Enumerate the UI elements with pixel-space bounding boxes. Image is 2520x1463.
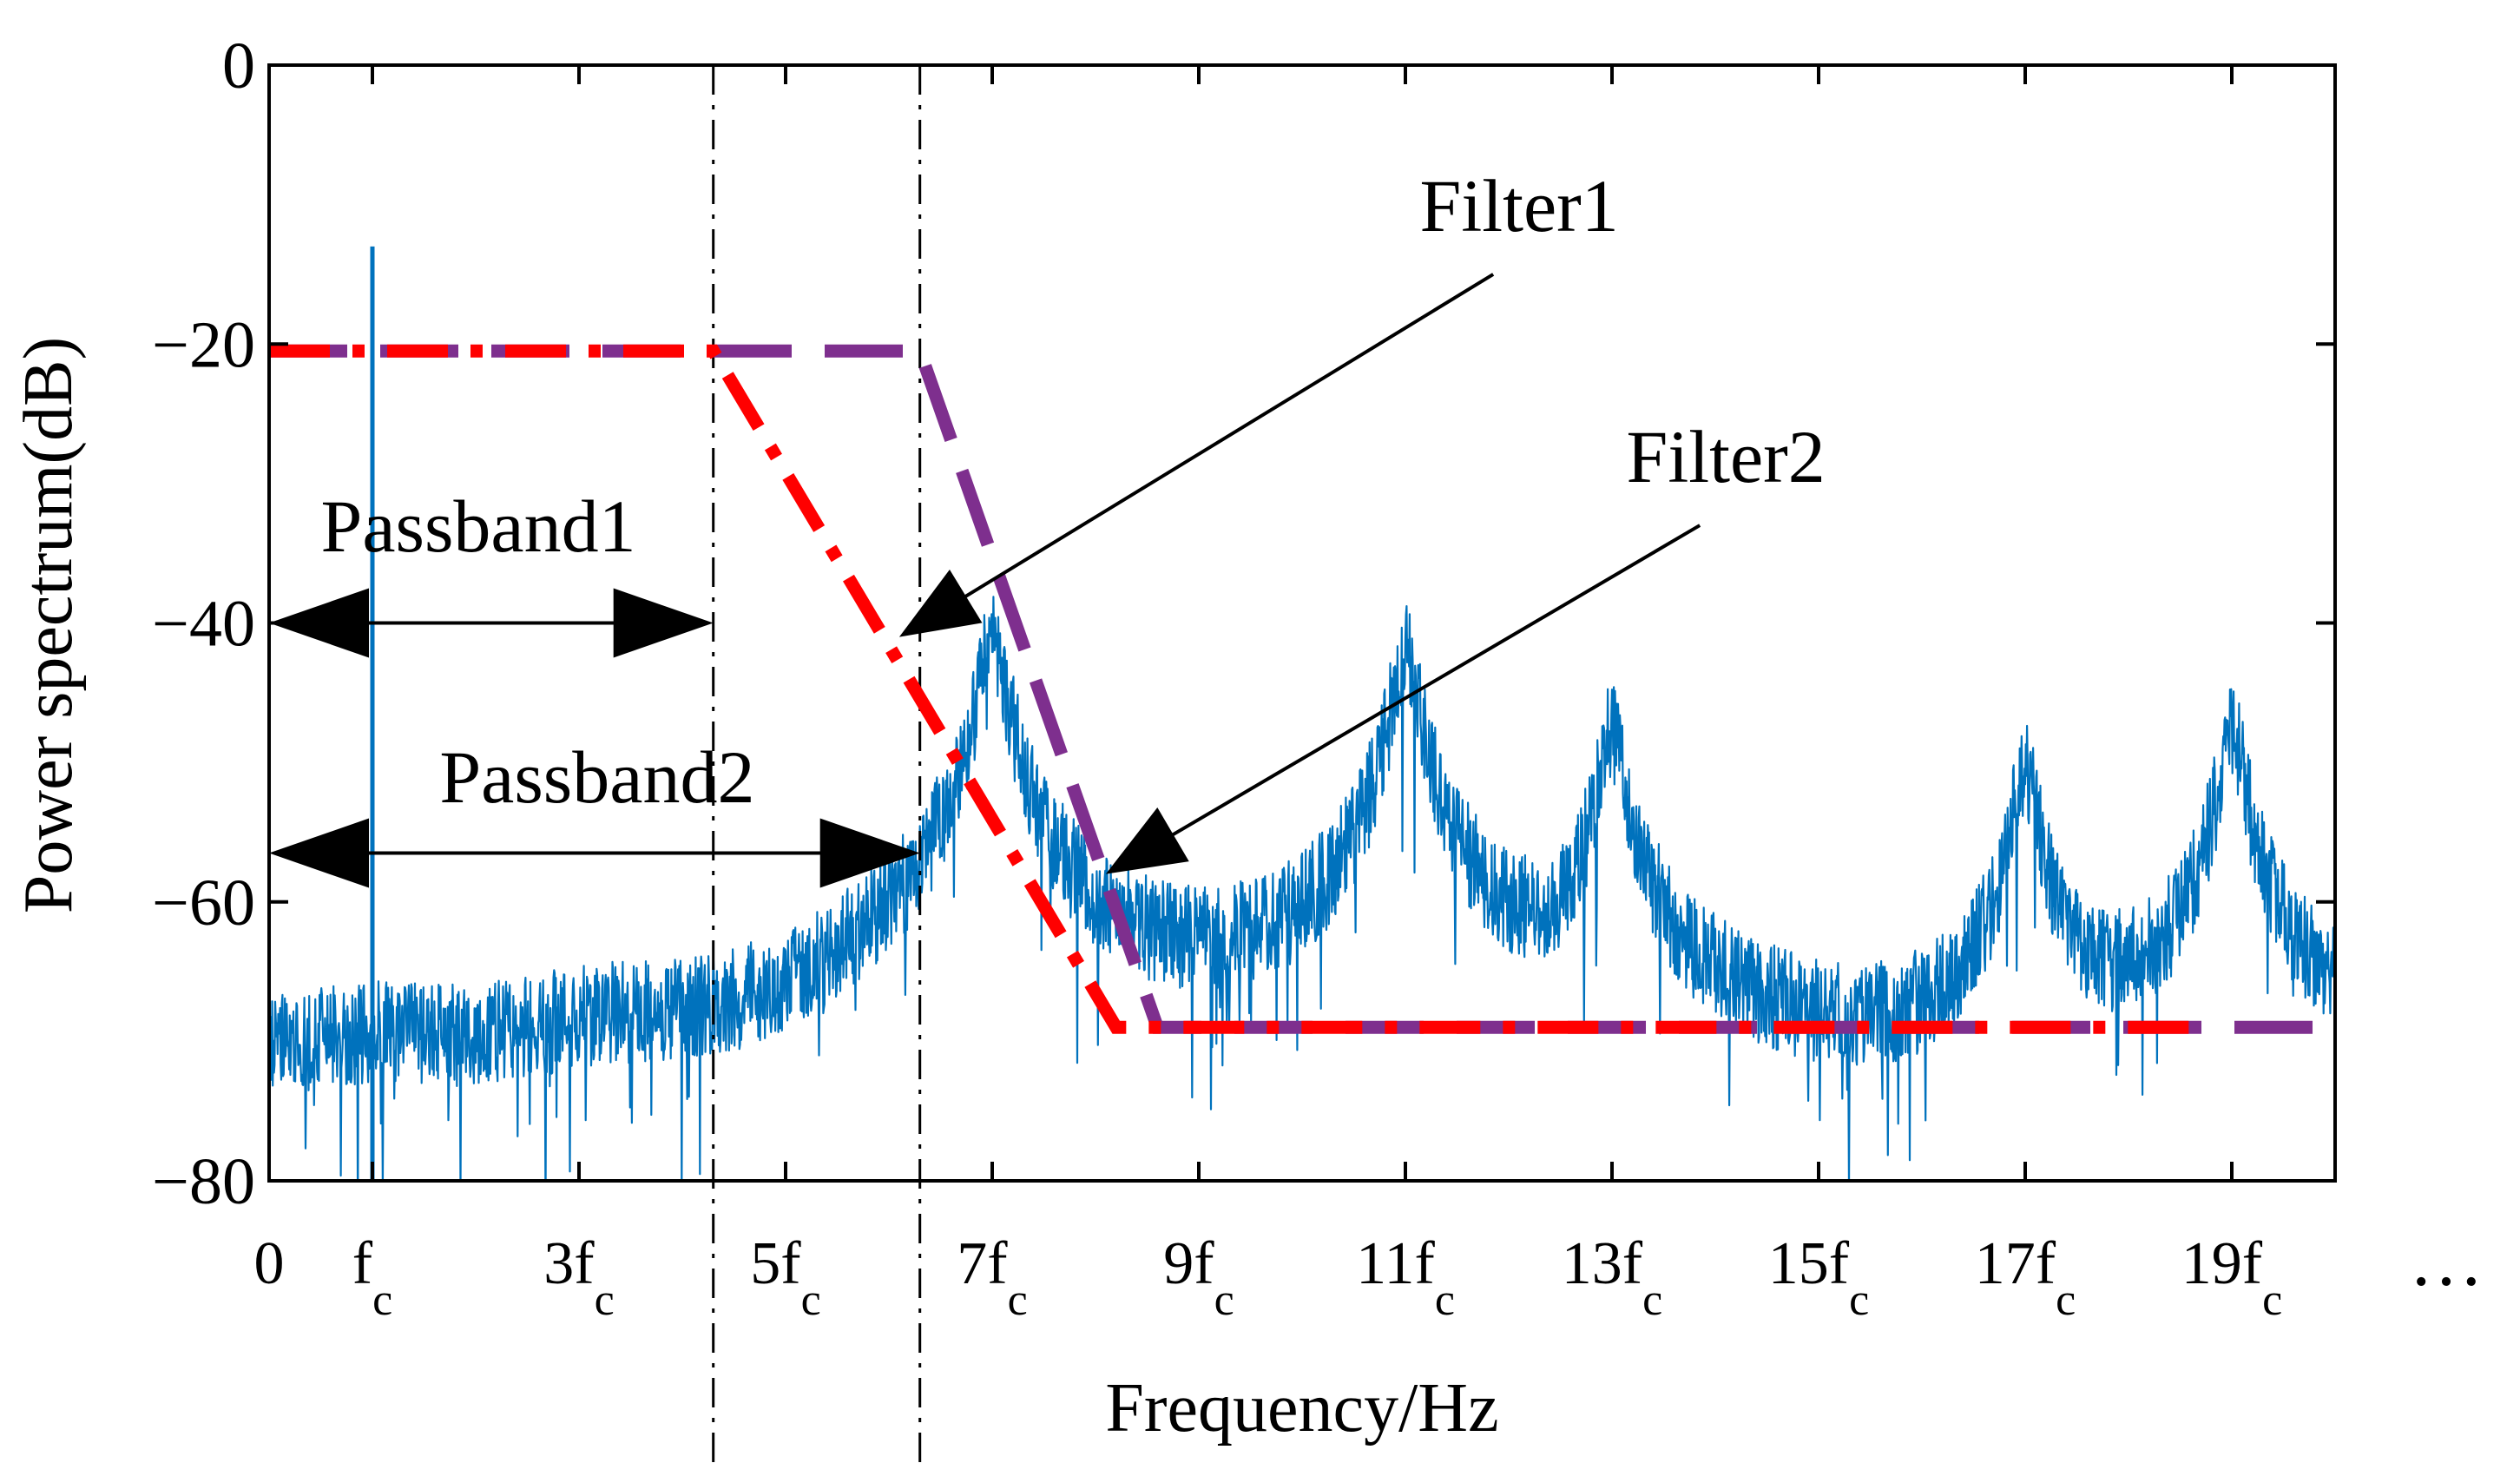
x-tick-label: 3fc (543, 1230, 614, 1325)
y-axis-title: Power spectrum(dB) (10, 337, 87, 913)
x-tick-label: 13fc (1562, 1230, 1662, 1325)
y-axis-ticks: 0 −20 −40 −60 −80 (152, 30, 2335, 1218)
passband-label: Passband2 (439, 735, 754, 819)
x-axis-ticks: 0 fc 3fc 5fc 7fc 9fc 11fc 13fc 15fc 17fc 19fc (254, 65, 2282, 1325)
y-tick-label: −40 (152, 588, 255, 661)
passband-arrow-head-left (269, 588, 369, 658)
filter-curves (269, 344, 2335, 1034)
y-tick-label: −60 (152, 867, 255, 939)
passband-arrow-head-right (613, 588, 714, 658)
x-tick-label: 7fc (957, 1230, 1027, 1325)
annotation-arrow-line (1157, 524, 1701, 845)
x-tick-label: 5fc (750, 1230, 820, 1325)
x-axis-ellipsis: … (2409, 1218, 2484, 1302)
x-tick-label: 11fc (1356, 1230, 1455, 1325)
annotation-arrow-head (898, 569, 983, 637)
x-tick-label: 15fc (1768, 1230, 1869, 1325)
annotation-arrow-head (1105, 807, 1189, 874)
y-tick-label: −80 (152, 1145, 255, 1218)
y-tick-label: 0 (222, 30, 255, 102)
x-tick-label: 9fc (1163, 1230, 1234, 1325)
x-axis-title: Frequency/Hz (1105, 1370, 1498, 1447)
spectrum-line (269, 596, 2335, 1181)
annotation-label-filter1: Filter1 (1419, 164, 1618, 247)
x-tick-label: 0 (254, 1230, 285, 1297)
annotations: Filter1 Filter2 Passband1 Passband2 (269, 164, 1826, 888)
passband-arrow-head-left (269, 818, 369, 888)
x-tick-label: 19fc (2181, 1230, 2282, 1325)
passband-arrow-head-right (819, 818, 920, 888)
passband-label: Passband1 (321, 484, 636, 568)
annotation-label-filter2: Filter2 (1626, 415, 1825, 498)
y-tick-label: −20 (152, 308, 255, 381)
annotation-arrow-line (950, 273, 1495, 607)
filter-curve-filter1 (269, 344, 2201, 1034)
x-tick-label: 17fc (1975, 1230, 2076, 1325)
spectrum-series (269, 246, 2335, 1181)
cutoff-lines (712, 65, 922, 1463)
x-tick-label: fc (352, 1230, 392, 1325)
